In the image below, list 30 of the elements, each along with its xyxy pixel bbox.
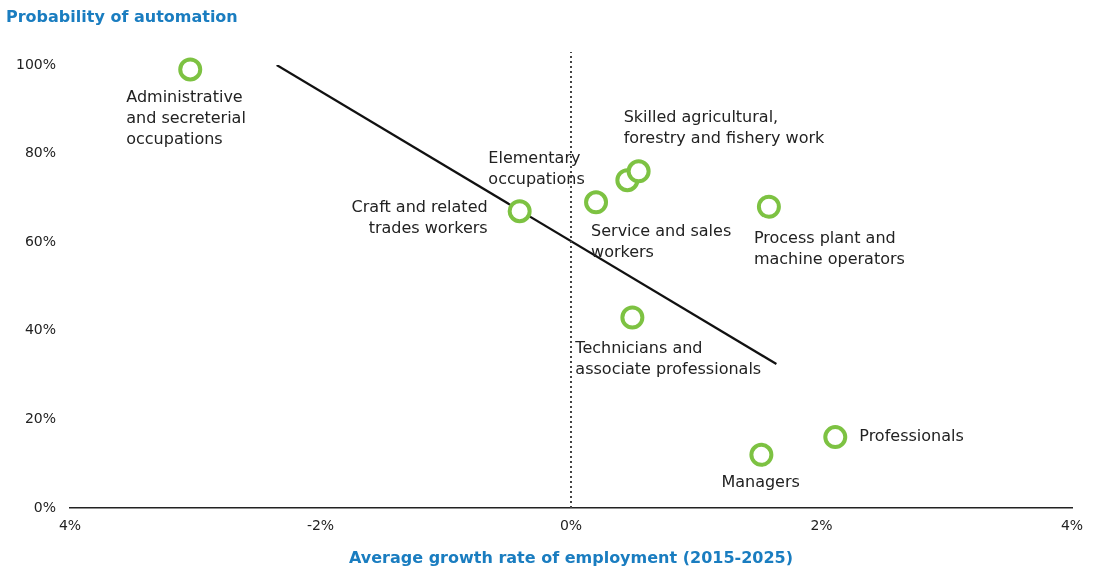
y-tick-label: 20% (24, 410, 56, 427)
annotation: Skilled agricultural, forestry and fishery work (623, 107, 826, 148)
x-tick-label: 2% (810, 517, 833, 534)
x-tick-label: 0% (559, 517, 583, 534)
x-tick-label: 4% (58, 517, 82, 534)
point (507, 199, 532, 224)
point (823, 425, 848, 450)
point (626, 159, 651, 184)
y-tick-label: 100% (15, 55, 56, 72)
x-tick-label: -2% (306, 517, 335, 534)
annotation: Service and sales workers (591, 221, 732, 262)
annotation: Professionals (859, 426, 964, 446)
y-axis-title: Probability of automation (6, 7, 238, 27)
x-axis-title: Average growth rate of employment (2015-2025) (348, 548, 794, 568)
annotation: Craft and related trades workers (351, 197, 488, 238)
point (178, 57, 203, 82)
y-tick-label: 0% (33, 498, 56, 515)
y-tick-label: 80% (24, 144, 56, 161)
y-tick-label: 40% (24, 321, 56, 338)
x-tick-label: 4% (1060, 517, 1084, 534)
annotation: Technicians and associate professionals (574, 337, 762, 378)
point (749, 442, 774, 467)
annotation: Managers (721, 472, 800, 491)
annotation: Administrative and secreterial occupations (126, 86, 246, 148)
point (756, 194, 781, 219)
y-tick-label: 60% (24, 232, 56, 249)
point (584, 190, 609, 215)
annotation: Process plant and machine operators (753, 227, 905, 268)
point (620, 305, 645, 330)
annotation: Elementary occupations (488, 148, 585, 189)
